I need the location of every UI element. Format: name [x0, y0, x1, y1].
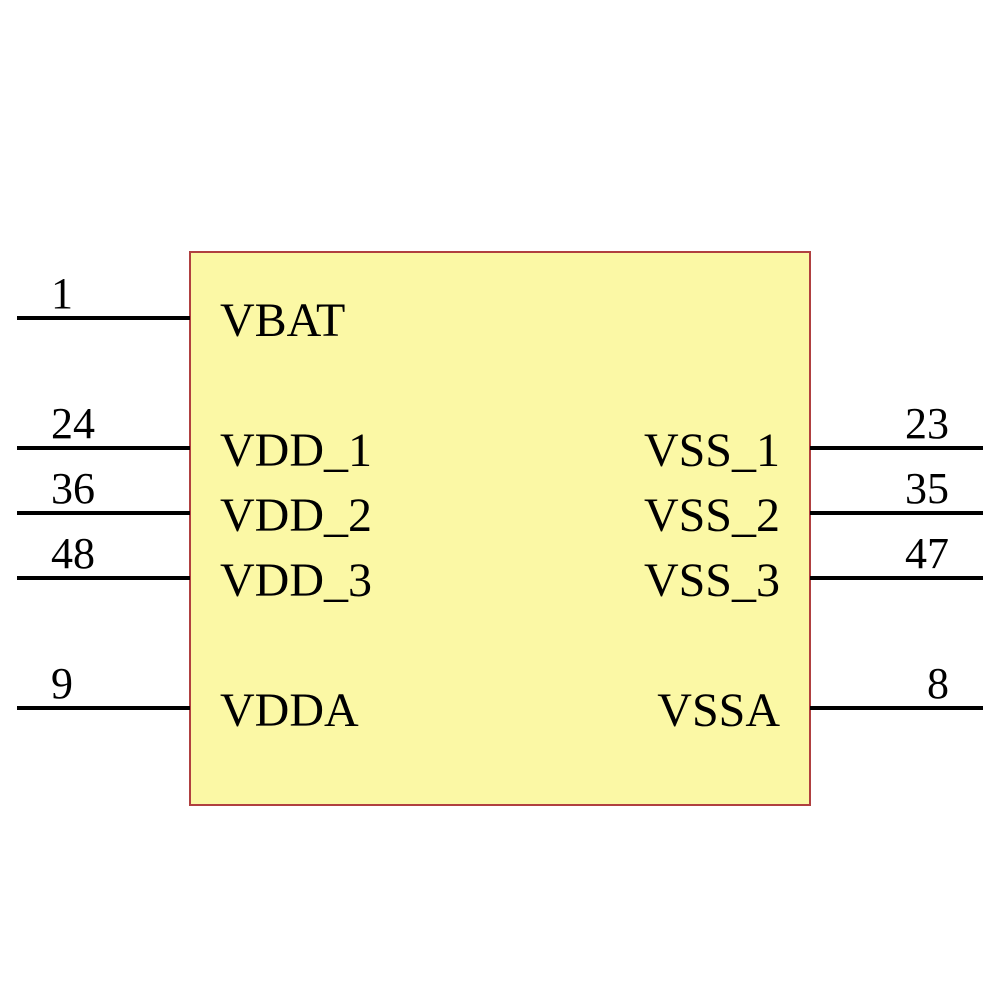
- pin-number: 23: [905, 399, 949, 448]
- pin-label: VSS_2: [644, 489, 780, 542]
- pin-label: VBAT: [220, 294, 345, 347]
- pin-number: 1: [51, 269, 73, 318]
- pin-number: 48: [51, 529, 95, 578]
- pin-number: 8: [927, 659, 949, 708]
- pin-number: 47: [905, 529, 949, 578]
- pin-label: VSS_1: [644, 424, 780, 477]
- pin-label: VSS_3: [644, 554, 780, 607]
- pin-label: VDD_2: [220, 489, 372, 542]
- pin-label: VSSA: [657, 684, 780, 737]
- pin-number: 9: [51, 659, 73, 708]
- schematic-symbol: 1 VBAT 24 VDD_1 36 VDD_2 48 VDD_3 9 VDDA 23 VSS_1 35…: [0, 0, 1000, 1000]
- pin-label: VDD_3: [220, 554, 372, 607]
- pin-number: 35: [905, 464, 949, 513]
- pin-label: VDD_1: [220, 424, 372, 477]
- pin-label: VDDA: [220, 684, 359, 737]
- pin-number: 36: [51, 464, 95, 513]
- pin-number: 24: [51, 399, 95, 448]
